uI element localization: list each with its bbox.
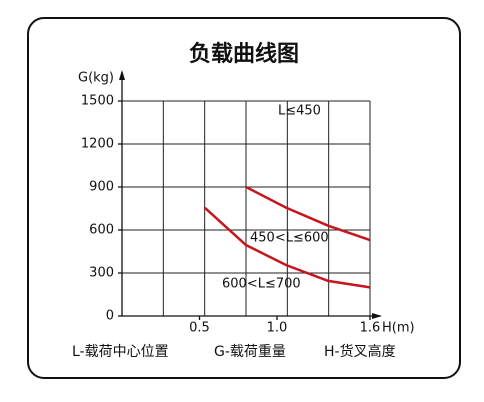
y-tick-label: 300 <box>89 266 114 281</box>
y-tick-label: 600 <box>89 223 114 238</box>
annotation: L≤450 <box>278 104 321 119</box>
x-tick-label: 1.0 <box>267 321 288 336</box>
footnote: L-载荷中心位置 <box>72 344 169 360</box>
y-tick-label: 1500 <box>81 94 114 109</box>
x-tick-label: 1.6 <box>360 321 381 336</box>
chart-title: 负载曲线图 <box>189 41 299 67</box>
curve-label: 450<L≤600 <box>250 231 329 246</box>
y-axis-label: G(kg) <box>78 71 114 86</box>
y-axis-arrow <box>119 70 125 80</box>
x-axis-arrow <box>372 313 382 319</box>
x-axis-label: H(m) <box>382 321 415 336</box>
curve <box>245 185 371 242</box>
footnote: G-载荷重量 <box>214 344 286 360</box>
frame <box>27 17 461 379</box>
y-tick-label: 900 <box>89 180 114 195</box>
curve <box>204 206 371 289</box>
curve-label: 600<L≤700 <box>222 277 301 292</box>
y-tick-label: 0 <box>106 309 114 324</box>
y-tick-label: 1200 <box>81 137 114 152</box>
footnote: H-货叉高度 <box>324 343 396 360</box>
x-tick-label: 0.5 <box>189 321 210 336</box>
